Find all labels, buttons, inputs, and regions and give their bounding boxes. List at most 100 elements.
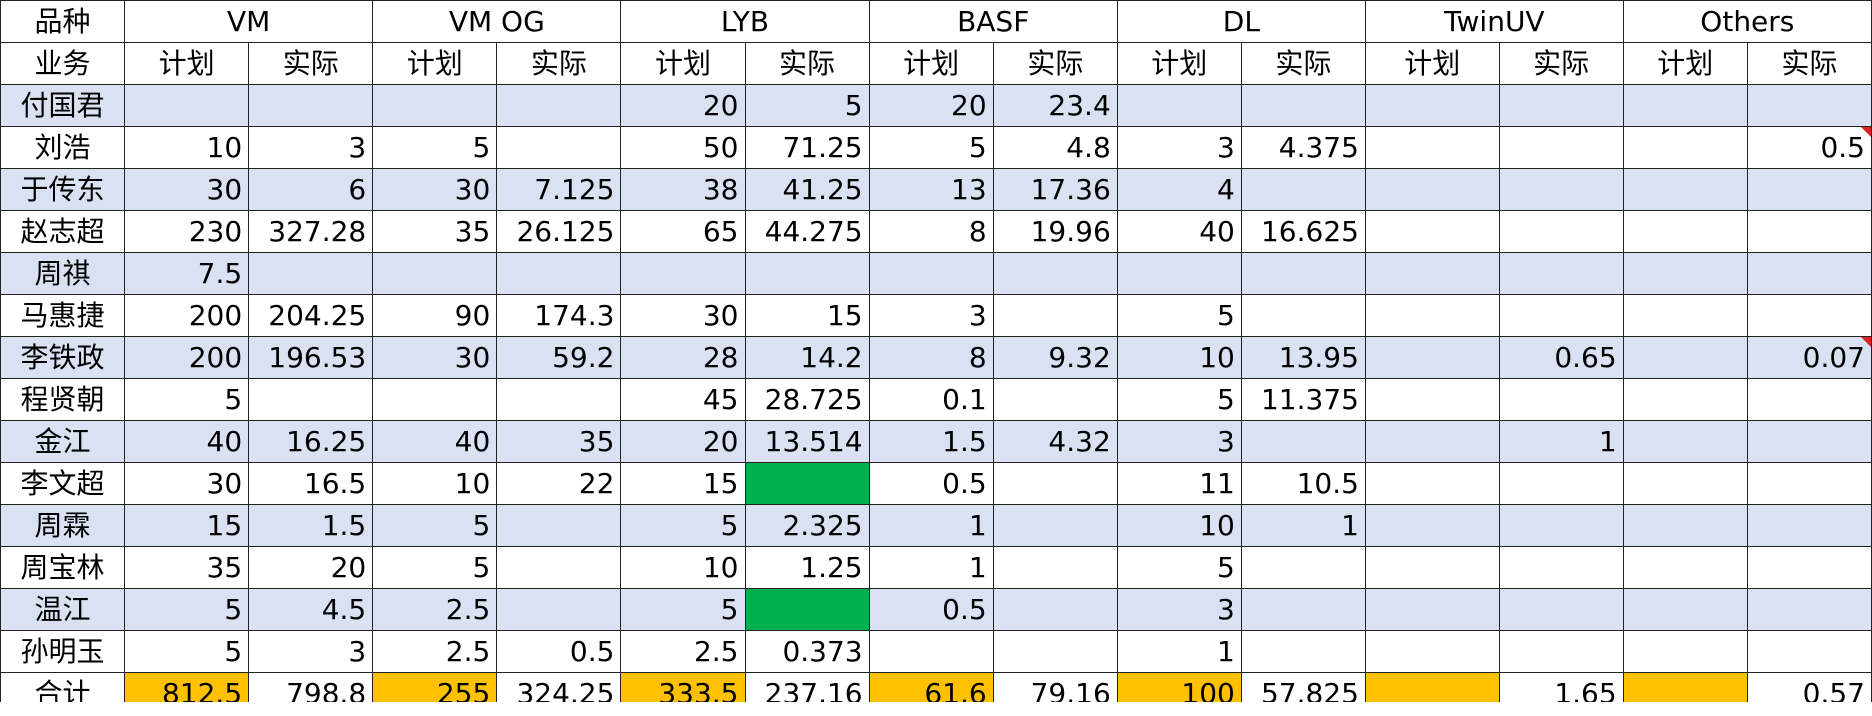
data-cell[interactable] [1746, 630, 1872, 673]
data-cell[interactable]: 0.373 [744, 630, 870, 673]
data-cell[interactable]: 38 [620, 168, 746, 211]
data-cell[interactable] [1622, 630, 1748, 673]
data-cell[interactable]: 14.2 [744, 336, 870, 379]
data-cell[interactable]: 1 [868, 504, 994, 547]
data-cell[interactable] [992, 588, 1118, 631]
data-cell[interactable] [1364, 168, 1500, 211]
data-cell[interactable] [496, 378, 622, 421]
comment-indicator-icon[interactable] [1861, 127, 1871, 137]
data-cell[interactable]: 0.5 [496, 630, 622, 673]
data-cell[interactable] [1364, 420, 1500, 463]
data-cell[interactable] [124, 84, 250, 127]
data-cell[interactable] [1498, 378, 1624, 421]
data-cell[interactable]: 10.5 [1240, 462, 1366, 505]
data-cell[interactable] [372, 84, 498, 127]
data-cell[interactable] [1498, 168, 1624, 211]
actual-header[interactable]: 实际 [744, 42, 870, 85]
data-cell[interactable] [1364, 252, 1500, 295]
salesperson-cell[interactable]: 温江 [0, 588, 126, 631]
data-cell[interactable] [372, 378, 498, 421]
data-cell[interactable]: 7.5 [124, 252, 250, 295]
product-header-lyb[interactable]: LYB [620, 0, 870, 43]
data-cell[interactable] [620, 252, 746, 295]
data-cell[interactable] [1746, 210, 1872, 253]
data-cell[interactable]: 3 [868, 294, 994, 337]
data-cell[interactable]: 16.25 [248, 420, 374, 463]
data-cell[interactable]: 10 [124, 126, 250, 169]
data-cell[interactable]: 2.5 [372, 630, 498, 673]
data-cell[interactable]: 4 [1116, 168, 1242, 211]
row-label[interactable]: 业务 [0, 42, 126, 85]
salesperson-cell[interactable]: 马惠捷 [0, 294, 126, 337]
data-cell[interactable]: 5 [372, 504, 498, 547]
data-cell[interactable]: 174.3 [496, 294, 622, 337]
data-cell[interactable]: 5 [1116, 294, 1242, 337]
data-cell[interactable]: 13.95 [1240, 336, 1366, 379]
data-cell[interactable]: 20 [620, 84, 746, 127]
data-cell[interactable] [1622, 336, 1748, 379]
data-cell[interactable]: 204.25 [248, 294, 374, 337]
data-cell[interactable] [1498, 546, 1624, 589]
data-cell[interactable]: 4.8 [992, 126, 1118, 169]
data-cell[interactable]: 20 [248, 546, 374, 589]
plan-header[interactable]: 计划 [620, 42, 746, 85]
data-cell[interactable]: 1 [1240, 504, 1366, 547]
data-cell[interactable] [992, 378, 1118, 421]
data-cell[interactable] [1364, 126, 1500, 169]
data-cell[interactable] [1746, 252, 1872, 295]
data-cell[interactable] [868, 252, 994, 295]
data-cell[interactable] [1240, 252, 1366, 295]
data-cell[interactable] [1116, 252, 1242, 295]
data-cell[interactable]: 30 [124, 168, 250, 211]
data-cell[interactable] [1240, 630, 1366, 673]
data-cell[interactable]: 5 [372, 546, 498, 589]
plan-header[interactable]: 计划 [1364, 42, 1500, 85]
data-cell[interactable] [496, 504, 622, 547]
corner-label[interactable]: 品种 [0, 0, 126, 43]
comment-indicator-icon[interactable] [1861, 337, 1871, 347]
data-cell[interactable]: 16.625 [1240, 210, 1366, 253]
data-cell[interactable] [1498, 462, 1624, 505]
salesperson-cell[interactable]: 付国君 [0, 84, 126, 127]
data-cell[interactable]: 1.5 [248, 504, 374, 547]
data-cell[interactable] [248, 252, 374, 295]
salesperson-cell[interactable]: 李文超 [0, 462, 126, 505]
data-cell[interactable] [868, 630, 994, 673]
data-cell[interactable]: 40 [124, 420, 250, 463]
data-cell[interactable]: 20 [868, 84, 994, 127]
data-cell[interactable] [1622, 420, 1748, 463]
data-cell[interactable] [1622, 504, 1748, 547]
data-cell[interactable] [1746, 420, 1872, 463]
data-cell[interactable] [744, 252, 870, 295]
data-cell[interactable] [372, 252, 498, 295]
data-cell[interactable]: 5 [372, 126, 498, 169]
data-cell[interactable] [1746, 588, 1872, 631]
data-cell[interactable] [248, 378, 374, 421]
product-header-others[interactable]: Others [1622, 0, 1872, 43]
actual-header[interactable]: 实际 [992, 42, 1118, 85]
data-cell[interactable]: 1 [1498, 420, 1624, 463]
data-cell[interactable]: 59.2 [496, 336, 622, 379]
data-cell[interactable] [992, 630, 1118, 673]
actual-header[interactable]: 实际 [496, 42, 622, 85]
data-cell[interactable] [1240, 546, 1366, 589]
data-cell[interactable] [1622, 294, 1748, 337]
data-cell[interactable] [1622, 588, 1748, 631]
data-cell[interactable]: 196.53 [248, 336, 374, 379]
data-cell[interactable]: 11 [1116, 462, 1242, 505]
actual-header[interactable]: 实际 [248, 42, 374, 85]
data-cell[interactable] [992, 504, 1118, 547]
data-cell[interactable] [1498, 588, 1624, 631]
data-cell[interactable]: 0.65 [1498, 336, 1624, 379]
data-cell[interactable]: 4.32 [992, 420, 1118, 463]
data-cell[interactable]: 200 [124, 294, 250, 337]
data-cell[interactable]: 17.36 [992, 168, 1118, 211]
data-cell[interactable] [1498, 252, 1624, 295]
data-cell[interactable]: 7.125 [496, 168, 622, 211]
data-cell[interactable] [1746, 504, 1872, 547]
data-cell[interactable]: 8 [868, 210, 994, 253]
data-cell[interactable]: 10 [1116, 504, 1242, 547]
data-cell[interactable]: 3 [1116, 420, 1242, 463]
data-cell[interactable]: 5 [1116, 546, 1242, 589]
data-cell[interactable]: 30 [372, 336, 498, 379]
